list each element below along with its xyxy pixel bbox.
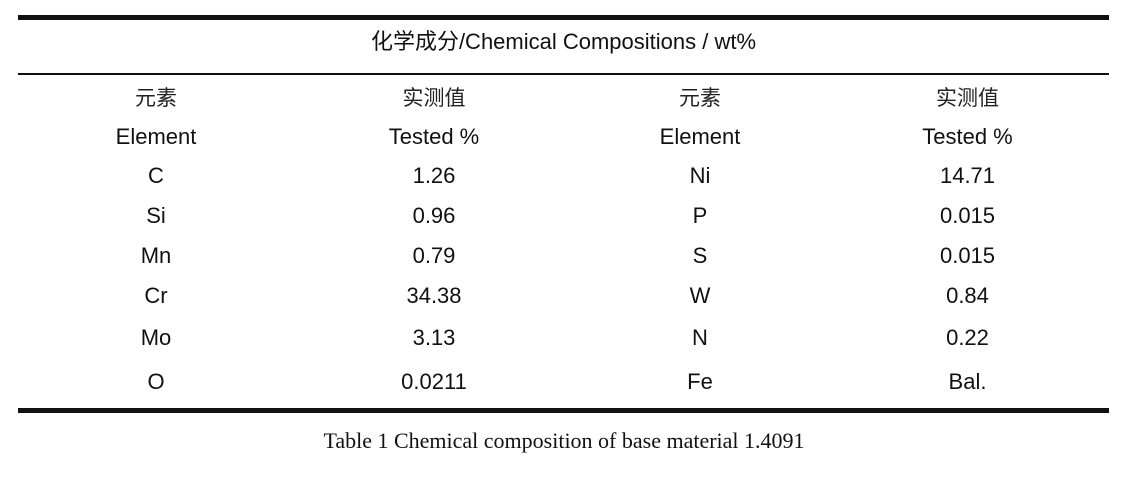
element-cell: Mn: [140, 243, 172, 268]
element-cell: Cr: [144, 283, 168, 308]
value-cell: 14.71: [939, 163, 996, 188]
header-row-english: Element Tested % Element Tested %: [18, 118, 1109, 156]
value-cell: 1.26: [412, 163, 456, 188]
header-zh-tested-2: 实测值: [936, 86, 999, 110]
header-zh-tested-1: 实测值: [402, 86, 466, 110]
element-cell: W: [689, 283, 711, 308]
composition-table: 元素 实测值 元素 实测值 Element Tested % Element T…: [18, 78, 1109, 404]
value-cell: 34.38: [406, 283, 462, 308]
value-cell: 3.13: [412, 325, 456, 350]
element-cell: P: [692, 203, 708, 228]
element-cell: N: [692, 325, 708, 350]
value-cell: 0.22: [946, 325, 989, 350]
element-cell: Fe: [687, 369, 713, 394]
table-row: Si 0.96 P 0.015: [18, 196, 1109, 236]
table-row: C 1.26 Ni 14.71: [18, 156, 1109, 196]
table-bottom-rule: [18, 408, 1109, 413]
table-top-rule: [18, 15, 1109, 20]
header-zh-element-1: 元素: [135, 86, 177, 110]
table-row: Mo 3.13 N 0.22: [18, 316, 1109, 360]
value-cell: 0.0211: [401, 369, 467, 394]
value-cell: 0.84: [946, 283, 989, 308]
header-row-chinese: 元素 实测值 元素 实测值: [18, 78, 1109, 118]
table-row: Cr 34.38 W 0.84: [18, 276, 1109, 316]
header-en-tested-1: Tested %: [388, 124, 480, 149]
value-cell: 0.015: [939, 243, 996, 268]
element-cell: Mo: [140, 325, 172, 350]
table-title: 化学成分/Chemical Compositions / wt%: [370, 29, 757, 54]
element-cell: Ni: [689, 163, 711, 188]
header-en-element-2: Element: [659, 124, 741, 149]
header-zh-element-2: 元素: [679, 86, 721, 110]
element-cell: O: [147, 369, 165, 394]
value-cell: 0.79: [412, 243, 456, 268]
table-header-rule: [18, 73, 1109, 75]
table-row: O 0.0211 Fe Bal.: [18, 360, 1109, 404]
element-cell: S: [692, 243, 708, 268]
value-cell: 0.015: [939, 203, 996, 228]
element-cell: C: [148, 163, 164, 188]
table-row: Mn 0.79 S 0.015: [18, 236, 1109, 276]
table-caption: Table 1 Chemical composition of base mat…: [323, 428, 805, 453]
value-cell: Bal.: [948, 369, 987, 394]
header-en-element-1: Element: [115, 124, 197, 149]
value-cell: 0.96: [412, 203, 456, 228]
header-en-tested-2: Tested %: [922, 124, 1013, 149]
element-cell: Si: [146, 203, 166, 228]
